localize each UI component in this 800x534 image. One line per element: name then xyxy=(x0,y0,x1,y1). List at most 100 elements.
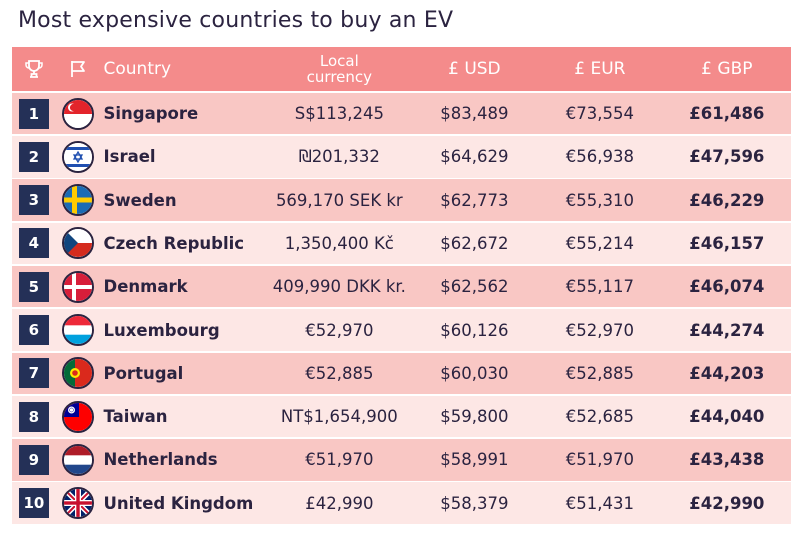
flag-cell xyxy=(56,140,100,173)
eur-price: €55,214 xyxy=(565,233,634,253)
header-local-currency: Local currency xyxy=(267,53,412,85)
flag-cell xyxy=(56,314,100,347)
country-name: Portugal xyxy=(103,363,184,383)
table-row: 7 Portugal €52,885 $60,030 €52,885 £44,203 xyxy=(12,352,791,395)
eur-price: €56,938 xyxy=(565,147,634,167)
flag-icon xyxy=(56,59,100,79)
gbp-price: £46,229 xyxy=(689,190,765,210)
usd-price: $58,991 xyxy=(440,450,509,470)
table-row: 9 Netherlands €51,970 $58,991 €51,970 £43,438 xyxy=(12,439,791,481)
header-local-line2: currency xyxy=(306,68,373,86)
rank-badge: 2 xyxy=(18,141,49,172)
rank-cell: 6 xyxy=(12,315,56,346)
country-name: Singapore xyxy=(103,104,199,124)
usd-price: $58,379 xyxy=(440,493,509,513)
country-name: Netherlands xyxy=(103,450,218,470)
table-row: 3 Sweden 569,170 SEK kr $62,773 €55,310 £46,2… xyxy=(12,179,791,221)
gbp-price: £61,486 xyxy=(689,104,765,124)
local-currency-price: £42,990 xyxy=(305,493,374,513)
rank-cell: 8 xyxy=(12,401,56,432)
rank-badge: 9 xyxy=(18,444,49,475)
gbp-price: £47,596 xyxy=(689,147,765,167)
country-name: Luxembourg xyxy=(103,320,220,340)
usd-price: $62,562 xyxy=(440,277,509,297)
header-country: Country xyxy=(103,59,172,79)
gbp-price: £44,040 xyxy=(689,407,765,427)
table-row: 6 Luxembourg €52,970 $60,126 €52,970 £44,274 xyxy=(12,309,791,351)
flag-cell xyxy=(56,400,100,433)
table-row: 10 United Kingdom £42,990 $58,379 €51,431 £42… xyxy=(12,482,791,524)
usd-price: $60,030 xyxy=(440,363,509,383)
flag-cell xyxy=(56,357,100,390)
rank-badge: 5 xyxy=(18,271,49,302)
uk-flag-icon xyxy=(61,487,94,520)
eur-price: €51,970 xyxy=(565,450,634,470)
rank-cell: 1 xyxy=(12,98,56,129)
gbp-price: £42,990 xyxy=(689,493,765,513)
usd-price: $60,126 xyxy=(440,320,509,340)
rank-badge: 10 xyxy=(18,488,49,519)
table-row: 2 Israel ₪201,332 $64,629 €56,938 £47,596 xyxy=(12,136,791,178)
rank-badge: 8 xyxy=(18,401,49,432)
rank-badge: 3 xyxy=(18,185,49,216)
gbp-price: £44,274 xyxy=(689,320,765,340)
gbp-price: £43,438 xyxy=(689,450,765,470)
israel-flag-icon xyxy=(61,140,94,173)
local-currency-price: 409,990 DKK kr. xyxy=(272,277,406,297)
table-row: 1 Singapore S$113,245 $83,489 €73,554 £61,486 xyxy=(12,92,791,135)
netherlands-flag-icon xyxy=(61,443,94,476)
flag-cell xyxy=(56,487,100,520)
table-row: 8 Taiwan NT$1,654,900 $59,800 €52,685 £44,040 xyxy=(12,395,791,438)
local-currency-price: €52,970 xyxy=(305,320,374,340)
rank-cell: 7 xyxy=(12,358,56,389)
czech-flag-icon xyxy=(61,227,94,260)
country-name: Sweden xyxy=(103,190,177,210)
sweden-flag-icon xyxy=(61,184,94,217)
flag-cell xyxy=(56,97,100,130)
page-title: Most expensive countries to buy an EV xyxy=(18,8,454,33)
rank-badge: 4 xyxy=(18,228,49,259)
country-name: Israel xyxy=(103,147,156,167)
country-name: United Kingdom xyxy=(103,493,254,513)
table-header: Country Local currency £ USD £ EUR £ GBP xyxy=(12,47,791,91)
trophy-icon xyxy=(12,59,56,79)
country-name: Denmark xyxy=(103,277,188,297)
local-currency-price: €51,970 xyxy=(305,450,374,470)
country-name: Czech Republic xyxy=(103,233,245,253)
local-currency-price: €52,885 xyxy=(305,363,374,383)
eur-price: €73,554 xyxy=(565,104,634,124)
header-eur: £ EUR xyxy=(574,59,626,79)
rank-cell: 10 xyxy=(12,488,56,519)
country-name: Taiwan xyxy=(103,407,168,427)
rank-badge: 7 xyxy=(18,358,49,389)
rank-cell: 3 xyxy=(12,185,56,216)
usd-price: $64,629 xyxy=(440,147,509,167)
ev-price-table: Country Local currency £ USD £ EUR £ GBP… xyxy=(12,47,791,524)
table-row: 5 Denmark 409,990 DKK kr. $62,562 €55,117 £46… xyxy=(12,265,791,308)
eur-price: €52,885 xyxy=(565,363,634,383)
eur-price: €55,117 xyxy=(565,277,634,297)
eur-price: €52,970 xyxy=(565,320,634,340)
usd-price: $62,672 xyxy=(440,233,509,253)
rank-badge: 6 xyxy=(18,315,49,346)
rank-badge: 1 xyxy=(18,98,49,129)
eur-price: €51,431 xyxy=(565,493,634,513)
local-currency-price: NT$1,654,900 xyxy=(280,407,398,427)
table-body: 1 Singapore S$113,245 $83,489 €73,554 £61,486… xyxy=(12,92,791,524)
rank-cell: 4 xyxy=(12,228,56,259)
denmark-flag-icon xyxy=(61,270,94,303)
flag-cell xyxy=(56,227,100,260)
usd-price: $83,489 xyxy=(440,104,509,124)
gbp-price: £44,203 xyxy=(689,363,765,383)
singapore-flag-icon xyxy=(61,97,94,130)
usd-price: $59,800 xyxy=(440,407,509,427)
table-row: 4 Czech Republic 1,350,400 Kč $62,672 €55,21… xyxy=(12,222,791,265)
gbp-price: £46,074 xyxy=(689,277,765,297)
flag-cell xyxy=(56,270,100,303)
rank-cell: 9 xyxy=(12,444,56,475)
taiwan-flag-icon xyxy=(61,400,94,433)
luxembourg-flag-icon xyxy=(61,314,94,347)
flag-cell xyxy=(56,184,100,217)
header-usd: £ USD xyxy=(448,59,501,79)
local-currency-price: ₪201,332 xyxy=(298,147,380,167)
